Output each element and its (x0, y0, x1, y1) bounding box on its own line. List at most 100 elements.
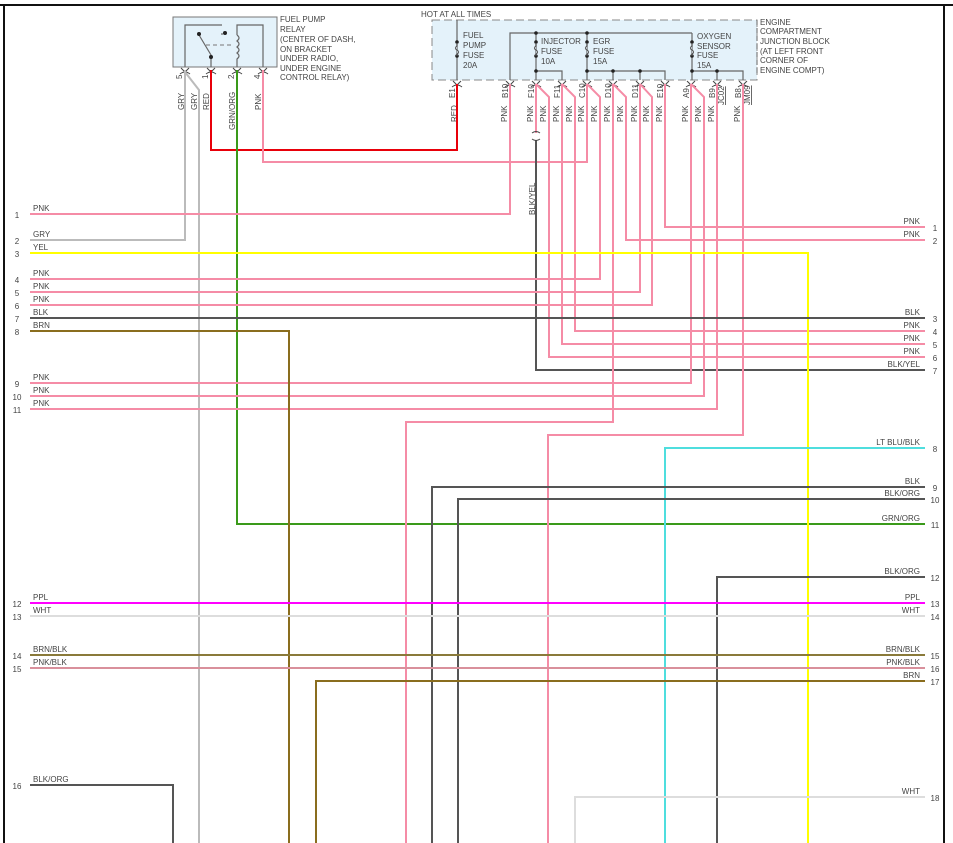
wire-tracer (457, 498, 925, 843)
left-row-number: 10 (13, 393, 22, 402)
wire[interactable] (30, 83, 705, 397)
right-row-number: 1 (933, 224, 938, 233)
right-row-number: 5 (933, 341, 938, 350)
wire[interactable] (431, 486, 925, 843)
junction-title: CORNER OF (760, 56, 808, 65)
left-row-wire-label: PNK (33, 399, 50, 408)
wire-label: PNK (642, 105, 651, 122)
right-row-wire-label: PNK (904, 230, 921, 239)
wire-label: PNK (630, 105, 639, 122)
right-row-number: 15 (931, 652, 940, 661)
left-row-number: 11 (13, 406, 22, 415)
fuel-pump-fuse[interactable]: FUEL PUMP FUSE 20A (463, 31, 486, 70)
relay-pin-label: 1 (201, 74, 210, 79)
left-row-wire-label: GRY (33, 230, 51, 239)
relay-title: CONTROL RELAY) (280, 73, 350, 82)
wire-label: PNK (526, 105, 535, 122)
wire[interactable] (30, 84, 641, 293)
wire[interactable] (716, 576, 925, 843)
wire-tracer (236, 70, 925, 525)
wire-label: PNK (707, 105, 716, 122)
connector-pin-label: E10 (656, 83, 665, 98)
right-row-wire-label: PNK (904, 321, 921, 330)
wire-label: RED (450, 105, 459, 122)
right-row-number: 2 (933, 237, 938, 246)
wire[interactable] (210, 70, 458, 151)
wire[interactable] (664, 447, 925, 843)
right-row-wire-label: PPL (905, 593, 921, 602)
wire[interactable] (547, 84, 744, 843)
wire[interactable] (664, 84, 925, 228)
wire-label: PNK (552, 105, 561, 122)
right-row-number: 3 (933, 315, 938, 324)
right-row-wire-label: BLK/YEL (888, 360, 921, 369)
left-row-wire-label: PNK (33, 269, 50, 278)
wire[interactable] (612, 83, 925, 241)
wire[interactable] (535, 140, 925, 371)
fuse-label: FUEL (463, 31, 484, 40)
left-row-number: 16 (13, 782, 22, 791)
relay-title: UNDER ENGINE (280, 64, 341, 73)
left-row-number: 14 (13, 652, 22, 661)
inline-connector-icon (531, 131, 541, 141)
wire[interactable] (315, 680, 925, 843)
wire[interactable] (30, 252, 809, 843)
right-row-number: 16 (931, 665, 940, 674)
left-row-wire-label: PNK (33, 386, 50, 395)
left-row-wire-label: YEL (33, 243, 49, 252)
wire[interactable] (184, 71, 200, 843)
fuse-label: 15A (593, 57, 608, 66)
wire[interactable] (561, 84, 925, 345)
fuel-pump-relay[interactable]: FUEL PUMP RELAY (CENTER OF DASH, ON BRAC… (172, 15, 356, 130)
relay-pin-label: 4 (253, 74, 262, 79)
wire[interactable] (30, 83, 601, 280)
egr-fuse[interactable]: EGR FUSE 15A (593, 37, 614, 66)
right-row-wire-label: WHT (902, 606, 920, 615)
left-row-number: 12 (13, 600, 22, 609)
right-row-number: 4 (933, 328, 938, 337)
wire[interactable] (574, 796, 925, 843)
wire[interactable] (561, 83, 925, 332)
left-row-wire-label: PNK (33, 282, 50, 291)
wire-label: RED (202, 93, 211, 110)
fuse-label: FUSE (541, 47, 562, 56)
wire[interactable] (30, 83, 653, 306)
left-row-wire-label: PNK/BLK (33, 658, 67, 667)
connector-pin-label: F10 (527, 84, 536, 98)
wire[interactable] (30, 70, 186, 241)
right-row-wire-label: BRN (903, 671, 920, 680)
connector-pin-label: B10 (501, 83, 510, 98)
left-row-number: 4 (15, 276, 20, 285)
connector-pin-label: B9 (708, 88, 717, 98)
wire[interactable] (30, 330, 290, 843)
fuse-label: SENSOR (697, 42, 731, 51)
wire-label: PNK (733, 105, 742, 122)
wire[interactable] (236, 70, 925, 525)
fuse-icon (533, 43, 539, 56)
relay-title: UNDER RADIO, (280, 54, 338, 63)
fuse-label: 15A (697, 61, 712, 70)
right-row-wire-label: PNK (904, 347, 921, 356)
wire-label: GRN/ORG (228, 92, 237, 130)
wire-label: PNK (539, 105, 548, 122)
right-row-number: 11 (931, 521, 940, 530)
right-row-wire-label: PNK/BLK (886, 658, 920, 667)
wire-label: PNK (681, 105, 690, 122)
engine-compartment-junction-block[interactable]: HOT AT ALL TIMES ENGINE COMPARTMENT JUNC… (421, 10, 830, 81)
wire[interactable] (30, 84, 511, 215)
right-row-number: 8 (933, 445, 938, 454)
oxygen-sensor-fuse[interactable]: OXYGEN SENSOR FUSE 15A (697, 32, 731, 70)
wire[interactable] (457, 498, 925, 843)
wire[interactable] (30, 84, 718, 410)
wire[interactable] (262, 70, 588, 163)
wire-label: GRY (190, 92, 199, 110)
wire-label: PNK (500, 105, 509, 122)
injector-fuse[interactable]: INJECTOR FUSE 10A (541, 37, 581, 66)
fuse-icon (584, 43, 590, 56)
fuse-icon (454, 43, 460, 56)
wire[interactable] (30, 84, 692, 384)
right-row-wire-label: GRN/ORG (882, 514, 920, 523)
wire[interactable] (30, 784, 174, 843)
junction-title: (AT LEFT FRONT (760, 47, 824, 56)
wire[interactable] (535, 83, 925, 358)
